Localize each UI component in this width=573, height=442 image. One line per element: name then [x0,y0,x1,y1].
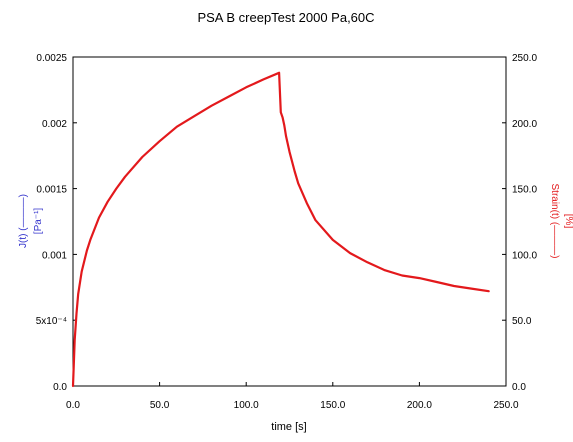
x-axis-ticks: 0.0 50.0 100.0 150.0 200.0 250.0 [66,382,519,411]
left-y-axis-ticks: 0.0 5x10⁻⁴ 0.001 0.0015 0.002 0.0025 [36,53,77,393]
left-y-axis-label-bottom: [Pa⁻¹] [33,208,44,235]
right-y-axis-label-bottom: [%] [563,214,573,229]
x-axis-label: time [s] [271,421,306,433]
right-y-tick-label: 100.0 [512,250,537,261]
right-y-axis-ticks: 0.0 50.0 100.0 150.0 200.0 250.0 [502,53,537,393]
strain-series-line [71,71,490,388]
left-y-tick-label: 0.0015 [36,185,67,196]
left-y-axis-label: J(t) (———) [Pa⁻¹] [18,194,44,248]
x-tick-label: 150.0 [320,400,345,411]
x-tick-label: 250.0 [493,400,518,411]
left-y-tick-label: 0.0025 [36,53,67,64]
left-y-axis-label-top: J(t) (———) [18,194,29,248]
right-y-tick-label: 50.0 [512,316,532,327]
right-y-tick-label: 250.0 [512,53,537,64]
x-tick-label: 100.0 [234,400,259,411]
left-y-tick-label: 5x10⁻⁴ [36,316,67,327]
left-y-tick-label: 0.002 [42,119,67,130]
right-y-tick-label: 150.0 [512,185,537,196]
x-tick-label: 50.0 [150,400,170,411]
x-tick-label: 200.0 [407,400,432,411]
chart-title: PSA B creepTest 2000 Pa,60C [197,10,374,25]
left-y-tick-label: 0.001 [42,250,67,261]
x-tick-label: 0.0 [66,400,80,411]
right-y-tick-label: 0.0 [512,382,526,393]
right-y-axis-label: Strain(t) (———) [%] [549,184,573,259]
left-y-tick-label: 0.0 [53,382,67,393]
right-y-tick-label: 200.0 [512,119,537,130]
right-y-axis-label-top: Strain(t) (———) [549,184,560,259]
plot-frame [72,56,507,387]
